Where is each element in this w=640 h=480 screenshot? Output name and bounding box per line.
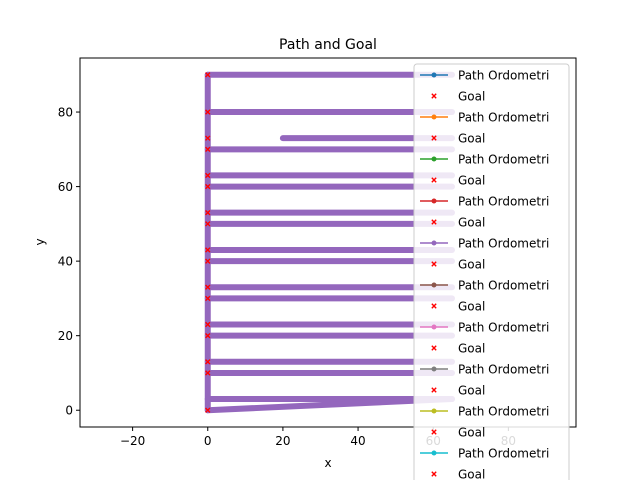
legend-entry-0: Path Ordometri <box>420 69 549 83</box>
y-tick-label-1: 20 <box>58 329 73 343</box>
legend-label-9: Goal <box>458 258 485 272</box>
y-tick-label-0: 0 <box>65 404 73 418</box>
legend-entry-5: Goal <box>431 174 485 188</box>
legend-entry-17: Goal <box>431 426 485 440</box>
legend-entry-2: Path Ordometri <box>420 111 549 125</box>
y-tick-label-3: 60 <box>58 180 73 194</box>
goal-markers <box>205 72 211 413</box>
legend-entry-13: Goal <box>431 342 485 356</box>
legend-label-11: Goal <box>458 300 485 314</box>
goal-marker-11 <box>205 295 211 302</box>
legend-label-8: Path Ordometri <box>458 237 549 251</box>
goal-marker-10 <box>205 284 211 290</box>
legend-label-16: Path Ordometri <box>458 405 549 419</box>
legend-entry-18: Path Ordometri <box>420 447 549 461</box>
legend-entry-9: Goal <box>431 258 485 272</box>
legend-entry-6: Path Ordometri <box>420 195 549 209</box>
goal-marker-9 <box>205 258 211 264</box>
y-tick-label-4: 80 <box>58 106 73 120</box>
goal-marker-15 <box>205 370 211 376</box>
legend-entry-12: Path Ordometri <box>420 321 549 335</box>
x-tick-label-0: −20 <box>120 434 145 448</box>
goal-marker-1 <box>205 109 211 115</box>
goal-marker-7 <box>205 221 211 227</box>
legend-label-6: Path Ordometri <box>458 195 549 209</box>
legend-label-4: Path Ordometri <box>458 153 549 167</box>
chart-title: Path and Goal <box>279 37 377 53</box>
legend-label-10: Path Ordometri <box>458 279 549 293</box>
legend-entry-1: Goal <box>431 90 485 104</box>
goal-marker-2 <box>205 135 211 141</box>
legend-entry-19: Goal <box>431 468 485 480</box>
legend-label-1: Goal <box>458 90 485 104</box>
legend-label-12: Path Ordometri <box>458 321 549 335</box>
legend-label-0: Path Ordometri <box>458 69 549 83</box>
goal-marker-5 <box>205 183 211 190</box>
legend-label-3: Goal <box>458 132 485 146</box>
legend-entry-3: Goal <box>431 132 485 146</box>
x-axis-label: x <box>324 456 331 470</box>
legend-label-17: Goal <box>458 426 485 440</box>
legend-label-15: Goal <box>458 384 485 398</box>
goal-marker-16 <box>205 407 211 413</box>
legend-box <box>413 63 570 480</box>
legend-entry-8: Path Ordometri <box>420 237 549 251</box>
legend-label-13: Goal <box>458 342 485 356</box>
legend: Path Ordometri Goal Path Ordometri Goal Path… <box>413 63 570 480</box>
legend-label-2: Path Ordometri <box>458 111 549 125</box>
legend-label-14: Path Ordometri <box>458 363 549 377</box>
path-diagonal-segment <box>204 396 455 414</box>
x-tick-label-2: 20 <box>275 434 290 448</box>
legend-label-19: Goal <box>458 468 485 480</box>
goal-marker-13 <box>205 332 211 339</box>
path-series <box>204 71 455 414</box>
x-tick-label-1: 0 <box>204 434 212 448</box>
goal-marker-4 <box>205 172 211 179</box>
y-tick-label-2: 40 <box>58 255 73 269</box>
legend-entry-11: Goal <box>431 300 485 314</box>
goal-marker-12 <box>205 321 211 328</box>
y-axis-label: y <box>33 238 47 245</box>
legend-label-7: Goal <box>458 216 485 230</box>
legend-entry-7: Goal <box>431 216 485 230</box>
goal-marker-0 <box>205 72 211 78</box>
legend-entry-4: Path Ordometri <box>420 153 549 167</box>
goal-marker-14 <box>205 359 211 365</box>
legend-entry-14: Path Ordometri <box>420 363 549 377</box>
axes-frame <box>79 57 577 428</box>
legend-label-18: Path Ordometri <box>458 447 549 461</box>
legend-entry-15: Goal <box>431 384 485 398</box>
legend-entry-10: Path Ordometri <box>420 279 549 293</box>
goal-marker-6 <box>205 209 211 216</box>
goal-marker-3 <box>205 146 211 153</box>
legend-entry-16: Path Ordometri <box>420 405 549 419</box>
x-tick-label-3: 40 <box>350 434 365 448</box>
legend-label-5: Goal <box>458 174 485 188</box>
goal-marker-8 <box>205 247 211 253</box>
